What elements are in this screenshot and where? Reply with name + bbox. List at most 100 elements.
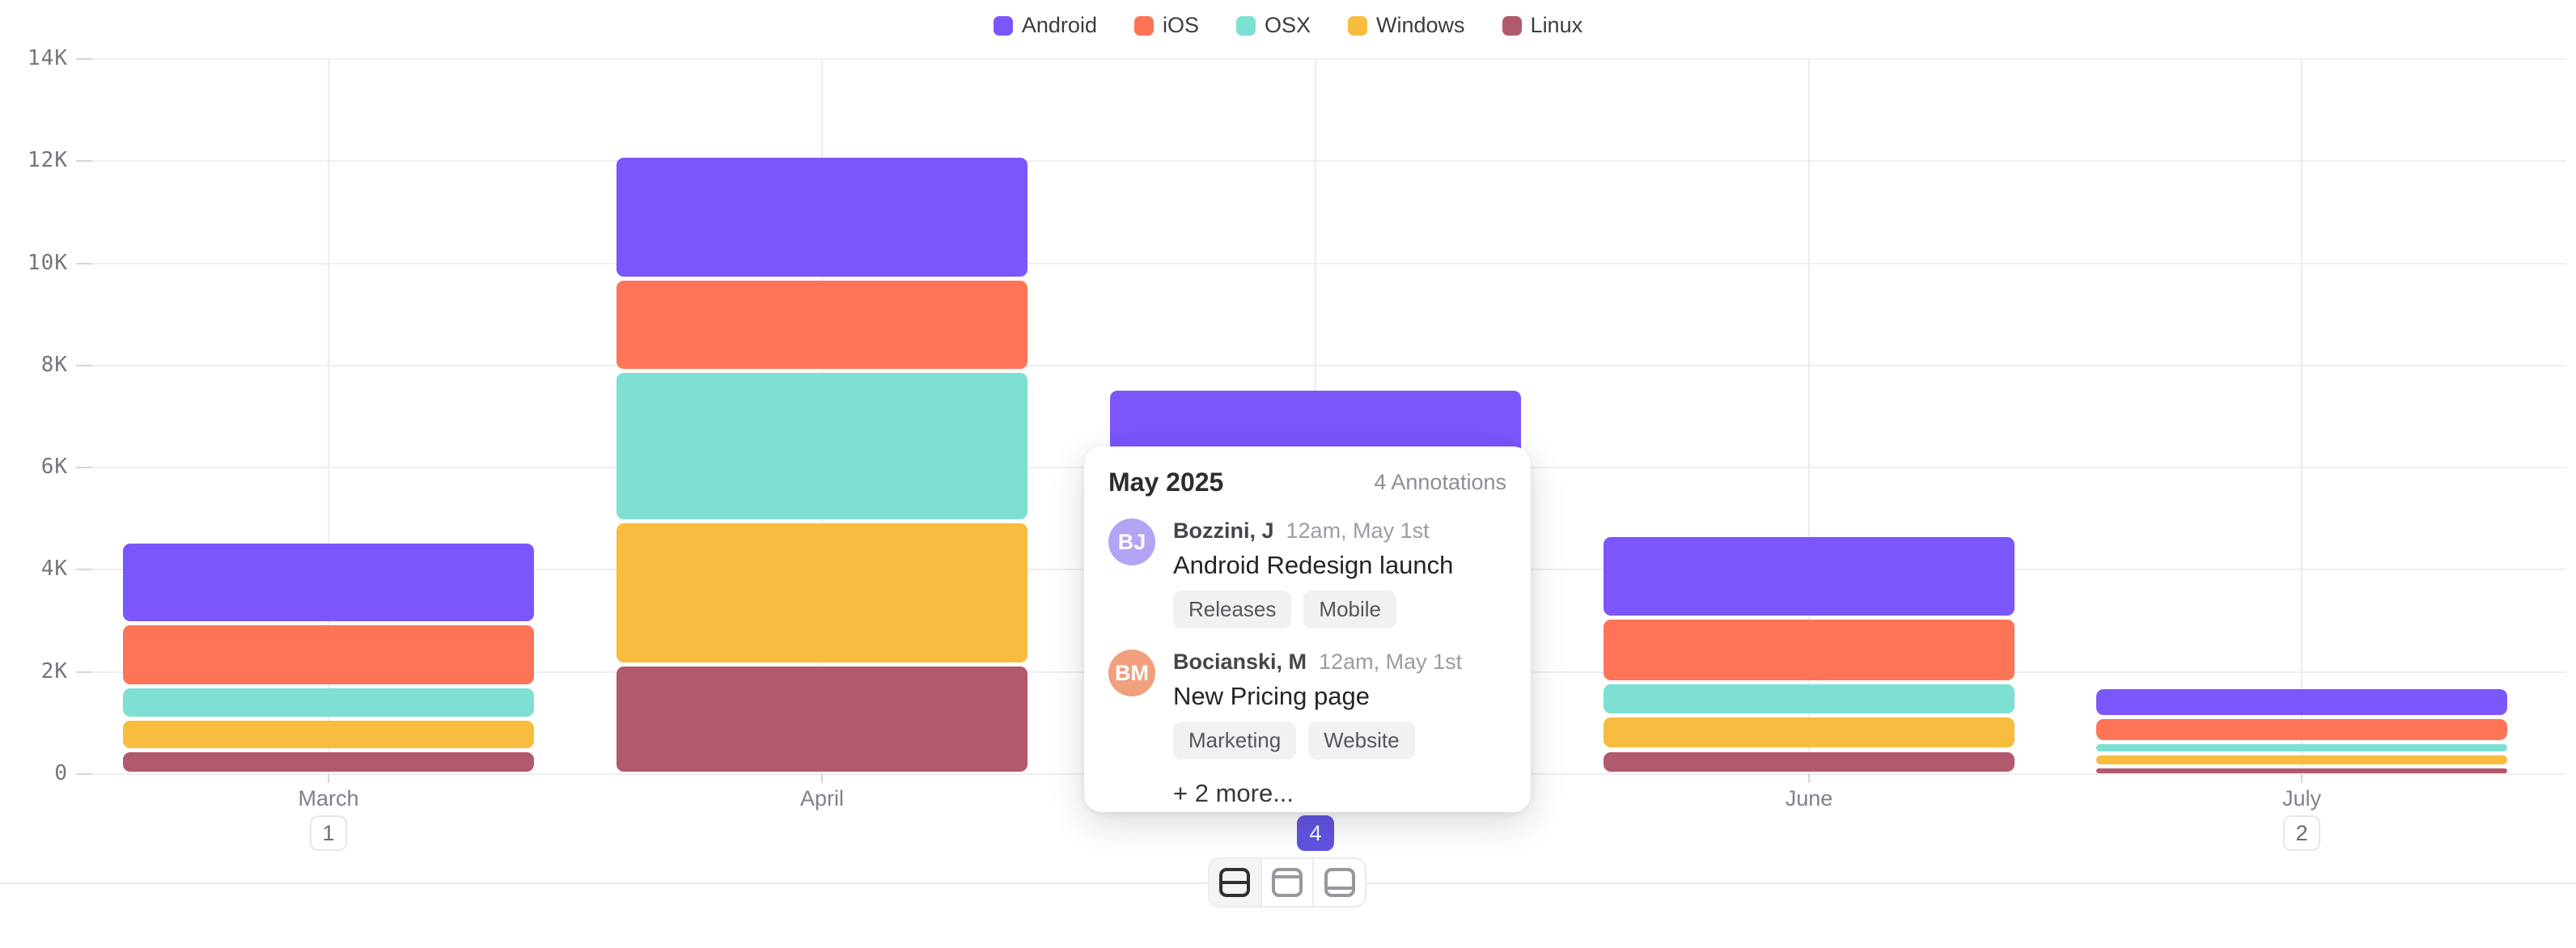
x-axis-tick <box>2301 774 2303 783</box>
annotation-tags: Releases Mobile <box>1173 590 1506 628</box>
avatar: BJ <box>1108 518 1155 565</box>
tooltip-title: May 2025 <box>1108 468 1224 497</box>
bar-segment-march-ios[interactable] <box>123 624 534 684</box>
layout-option-bot[interactable] <box>1314 859 1365 906</box>
y-axis-label: 8K <box>40 352 68 377</box>
panel-footer-bottom-icon <box>1324 868 1355 897</box>
annotation-title: Android Redesign launch <box>1173 551 1454 579</box>
bar-segment-july-android[interactable] <box>2096 689 2507 716</box>
y-axis-tick <box>76 467 92 469</box>
legend-item-linux[interactable]: Linux <box>1502 13 1583 38</box>
legend-item-osx[interactable]: OSX <box>1235 13 1311 38</box>
legend-swatch-icon <box>1502 15 1522 36</box>
y-axis-tick <box>76 569 92 571</box>
y-axis-label: 0 <box>54 761 68 785</box>
tag-chip: Releases <box>1173 590 1292 628</box>
legend-label: Android <box>1021 13 1097 37</box>
bar-segment-june-android[interactable] <box>1604 537 2015 616</box>
bar-segment-june-linux[interactable] <box>1604 751 2015 772</box>
annotation-meta: Bocianski, M 12am, May 1st <box>1173 650 1506 675</box>
annotation-count-badge-july[interactable]: 2 <box>2283 815 2320 851</box>
annotation-entry: BM Bocianski, M 12am, May 1st New Pricin… <box>1108 650 1506 760</box>
x-axis-label-july: July <box>2282 786 2321 810</box>
gridline-horizontal <box>83 262 2566 265</box>
gridline-vertical <box>1808 59 1810 774</box>
legend-item-ios[interactable]: iOS <box>1133 13 1199 38</box>
annotations-tooltip: May 2025 4 Annotations BJ Bozzini, J 12a… <box>1084 446 1531 812</box>
legend-swatch-icon <box>993 15 1013 36</box>
annotation-count-badge-may[interactable]: 4 <box>1297 815 1334 851</box>
y-axis-tick <box>76 160 92 163</box>
x-axis-tick <box>328 774 329 783</box>
bar-segment-july-linux[interactable] <box>2096 768 2507 774</box>
legend-swatch-icon <box>1235 15 1256 36</box>
y-axis-tick <box>76 773 92 775</box>
y-axis-tick <box>76 671 92 673</box>
gridline-horizontal <box>83 58 2566 60</box>
y-axis-label: 14K <box>28 46 68 70</box>
annotation-layout-switcher <box>1208 857 1366 908</box>
gridline-horizontal <box>83 160 2566 163</box>
layout-option-mid[interactable] <box>1210 859 1262 906</box>
gridline-vertical <box>2301 59 2303 774</box>
y-axis-label: 6K <box>40 455 68 480</box>
bar-segment-june-windows[interactable] <box>1604 717 2015 748</box>
y-axis-label: 12K <box>28 148 68 173</box>
legend-swatch-icon <box>1133 15 1154 36</box>
avatar: BM <box>1108 650 1155 696</box>
tag-chip: Marketing <box>1173 722 1297 760</box>
tooltip-header: May 2025 4 Annotations <box>1108 468 1506 497</box>
bar-segment-march-android[interactable] <box>123 543 534 621</box>
bar-segment-april-linux[interactable] <box>616 666 1027 772</box>
x-axis-label-june: June <box>1785 786 1833 810</box>
bar-segment-june-ios[interactable] <box>1604 619 2015 680</box>
y-axis-label: 2K <box>40 658 68 683</box>
legend-label: Linux <box>1530 13 1583 37</box>
x-axis-tick <box>821 774 823 783</box>
bar-segment-march-osx[interactable] <box>123 688 534 717</box>
bar-segment-july-osx[interactable] <box>2096 744 2507 751</box>
bar-segment-march-linux[interactable] <box>123 752 534 772</box>
annotation-author: Bozzini, J <box>1173 518 1274 543</box>
bar-segment-june-osx[interactable] <box>1604 683 2015 713</box>
y-axis-label: 10K <box>28 250 68 275</box>
x-axis-label-march: March <box>298 786 359 810</box>
annotation-meta: Bozzini, J 12am, May 1st <box>1173 518 1506 544</box>
x-axis-tick <box>1808 774 1810 783</box>
annotation-count-badge-march[interactable]: 1 <box>310 815 347 851</box>
bar-segment-april-ios[interactable] <box>616 281 1027 369</box>
bar-segment-march-windows[interactable] <box>123 721 534 749</box>
gridline-vertical <box>328 59 329 774</box>
legend-item-android[interactable]: Android <box>993 13 1097 38</box>
annotation-timestamp: 12am, May 1st <box>1319 650 1463 674</box>
bar-segment-july-ios[interactable] <box>2096 719 2507 741</box>
y-axis-tick <box>76 364 92 366</box>
chart-legend: Android iOS OSX Windows Linux <box>0 13 2576 38</box>
annotation-body: Bocianski, M 12am, May 1st New Pricing p… <box>1173 650 1506 760</box>
y-axis-tick <box>76 58 92 60</box>
bar-segment-july-windows[interactable] <box>2096 755 2507 765</box>
x-axis-label-april: April <box>799 786 844 810</box>
layout-option-top[interactable] <box>1262 859 1315 906</box>
tooltip-annotation-count: 4 Annotations <box>1374 470 1506 494</box>
annotation-timestamp: 12am, May 1st <box>1286 518 1430 543</box>
panel-header-top-icon <box>1272 868 1303 897</box>
bar-segment-april-windows[interactable] <box>616 523 1027 662</box>
y-axis-tick <box>76 262 92 265</box>
annotation-tags: Marketing Website <box>1173 722 1506 760</box>
legend-label: Windows <box>1376 13 1465 37</box>
panel-split-middle-icon <box>1219 868 1251 897</box>
bar-segment-april-osx[interactable] <box>616 372 1027 519</box>
tag-chip: Website <box>1308 722 1415 760</box>
legend-label: OSX <box>1264 13 1311 37</box>
annotation-body: Bozzini, J 12am, May 1st Android Redesig… <box>1173 518 1506 628</box>
legend-item-windows[interactable]: Windows <box>1348 13 1465 38</box>
legend-swatch-icon <box>1348 15 1368 36</box>
gridline-horizontal <box>83 364 2566 366</box>
tag-chip: Mobile <box>1303 590 1396 628</box>
show-more-annotations[interactable]: + 2 more... <box>1173 779 1294 807</box>
annotation-author: Bocianski, M <box>1173 650 1307 674</box>
bar-segment-april-android[interactable] <box>616 158 1027 277</box>
y-axis-label: 4K <box>40 557 68 582</box>
